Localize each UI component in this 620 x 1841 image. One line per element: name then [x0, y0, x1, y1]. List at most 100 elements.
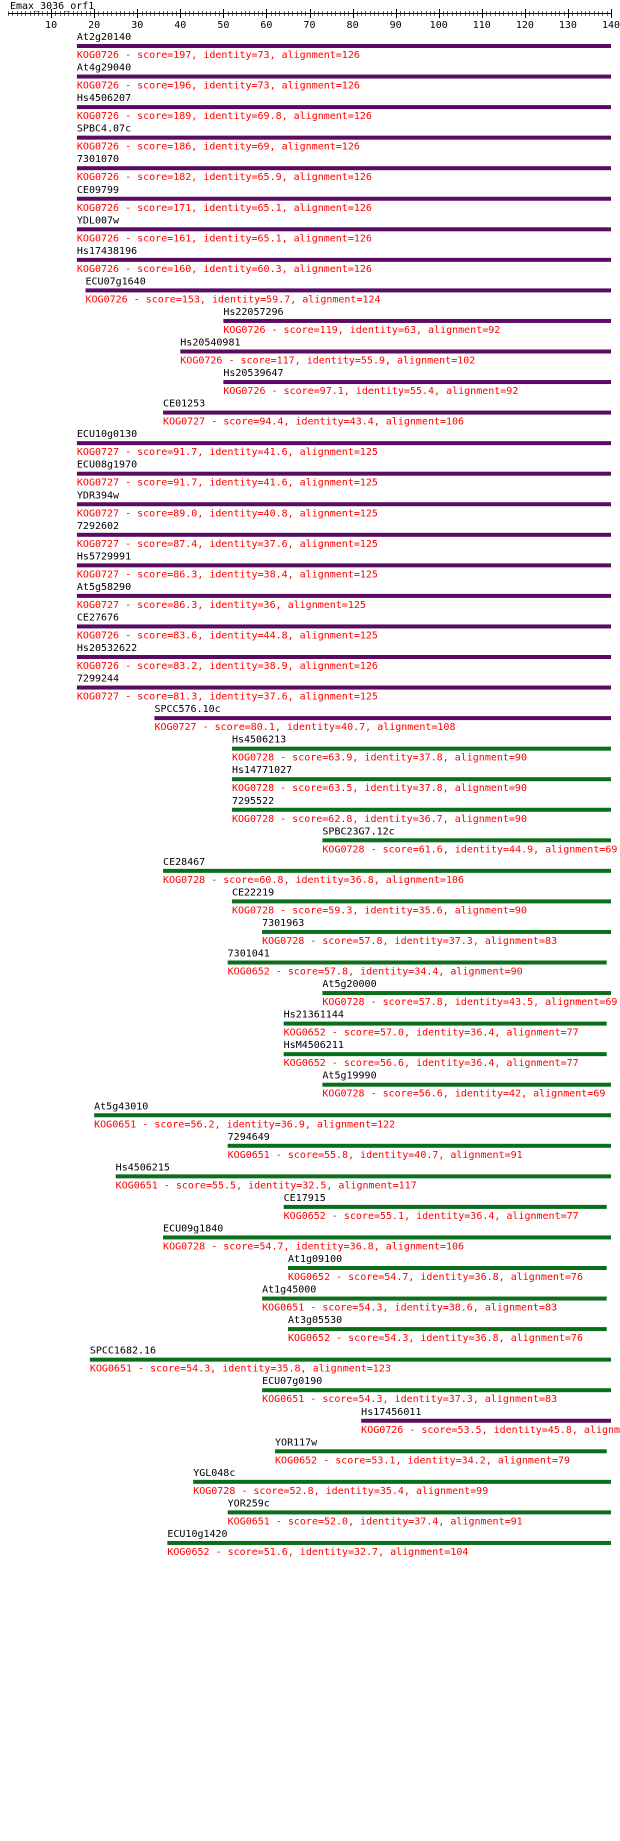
hit-alignment-bar	[76, 166, 611, 171]
hit-row: Hs4506207 KOG0726 - score=189, identity=6…	[76, 93, 611, 122]
hit-row: Hs17438196 KOG0726 - score=160, identity=…	[76, 246, 611, 275]
hit-name: 7294649	[228, 1132, 270, 1143]
hit-description: KOG0727 - score=80.1, identity=40.7, ali…	[154, 722, 455, 733]
hit-alignment-bar	[76, 655, 611, 659]
hit-alignment-bar	[76, 624, 611, 629]
hit-name: 7301041	[228, 949, 270, 960]
hit-row: CE17915 KOG0652 - score=55.1, identity=36…	[283, 1193, 607, 1222]
hit-row: SPCC576.10c KOG0727 - score=80.1, identit…	[154, 704, 611, 733]
hit-alignment-bar	[76, 135, 611, 140]
hit-row: 7295522 KOG0728 - score=62.8, identity=36…	[231, 796, 611, 825]
hit-name: YDL007w	[77, 215, 120, 226]
hit-name: CE27676	[77, 612, 119, 623]
hit-description: KOG0726 - score=196, identity=73, alignm…	[77, 81, 360, 92]
hit-description: KOG0726 - score=117, identity=55.9, alig…	[180, 356, 475, 367]
hit-alignment-bar	[85, 288, 612, 293]
hit-name: CE22219	[232, 887, 274, 898]
hit-alignment-bar	[76, 502, 611, 507]
hit-name: SPBC23G7.12c	[322, 826, 394, 837]
hit-description: KOG0652 - score=51.6, identity=32.7, ali…	[167, 1547, 468, 1558]
hit-alignment-bar	[76, 227, 611, 232]
hit-alignment-bar	[115, 1174, 611, 1179]
hit-description: KOG0651 - score=55.5, identity=32.5, ali…	[116, 1180, 417, 1191]
hit-description: KOG0728 - score=63.5, identity=37.8, ali…	[232, 783, 527, 794]
hit-description: KOG0728 - score=62.8, identity=36.7, ali…	[232, 814, 527, 825]
hit-row: Hs20539647 KOG0726 - score=97.1, identity…	[223, 368, 611, 397]
hit-name: SPCC1682.16	[90, 1346, 156, 1357]
hit-name: At5g19990	[322, 1071, 376, 1082]
hit-description: KOG0728 - score=57.8, identity=43.5, ali…	[322, 997, 617, 1008]
hit-name: At1g45000	[262, 1285, 316, 1296]
hit-name: ECU09g1840	[163, 1223, 223, 1234]
hit-row: CE27676 KOG0726 - score=83.6, identity=44…	[76, 612, 611, 641]
hit-row: 7301963 KOG0728 - score=57.8, identity=37…	[262, 918, 611, 947]
hit-description: KOG0726 - score=186, identity=69, alignm…	[77, 142, 360, 153]
hit-alignment-bar	[227, 960, 607, 965]
hit-description: KOG0726 - score=153, identity=59.7, alig…	[86, 294, 381, 305]
hit-row: 7301070 KOG0726 - score=182, identity=65.…	[76, 154, 611, 183]
hit-name: Hs17438196	[77, 246, 137, 257]
hit-name: Hs20539647	[223, 368, 283, 379]
hit-description: KOG0726 - score=161, identity=65.1, alig…	[77, 233, 372, 244]
hit-name: Hs4506207	[77, 93, 131, 104]
hit-row: SPBC23G7.12c KOG0728 - score=61.6, identi…	[322, 826, 617, 855]
hit-description: KOG0728 - score=56.6, identity=42, align…	[322, 1089, 605, 1100]
hit-name: Hs5729991	[77, 551, 131, 562]
hit-name: 7301963	[262, 918, 304, 929]
hit-alignment-bar	[154, 716, 611, 721]
hit-alignment-bar	[227, 1143, 611, 1148]
hit-row: CE09799 KOG0726 - score=171, identity=65.…	[76, 185, 611, 214]
hit-description: KOG0728 - score=59.3, identity=35.6, ali…	[232, 905, 527, 916]
hit-description: KOG0652 - score=54.3, identity=36.8, ali…	[288, 1333, 583, 1344]
hit-row: ECU10g1420 KOG0652 - score=51.6, identity…	[167, 1529, 611, 1558]
hit-alignment-bar	[193, 1479, 611, 1484]
hit-alignment-bar	[76, 44, 611, 48]
ruler-tick-label: 140	[602, 20, 620, 31]
hit-alignment-bar	[76, 532, 611, 537]
hit-alignment-bar	[180, 349, 612, 354]
ruler-tick-label: 90	[390, 20, 402, 31]
hit-alignment-bar	[322, 1082, 611, 1087]
hit-alignment-bar	[76, 441, 611, 446]
hit-name: 7295522	[232, 796, 274, 807]
hit-alignment-bar	[283, 1052, 607, 1057]
hit-alignment-bar	[283, 1204, 607, 1209]
hit-description: KOG0726 - score=53.5, identity=45.8, ali…	[361, 1425, 620, 1436]
hit-alignment-bar	[94, 1113, 611, 1118]
hit-row: ECU07g1640 KOG0726 - score=153, identity=…	[85, 276, 612, 305]
hit-alignment-bar	[361, 1418, 611, 1423]
hit-row: Hs5729991 KOG0727 - score=86.3, identity=…	[76, 551, 611, 580]
hit-alignment-bar	[227, 1510, 611, 1515]
hit-alignment-bar	[322, 838, 611, 843]
hit-description: KOG0726 - score=182, identity=65.9, alig…	[77, 172, 372, 183]
hit-name: 7292602	[77, 521, 119, 532]
hit-alignment-bar	[231, 746, 611, 751]
ruler-minor-ticks	[8, 11, 612, 16]
hit-description: KOG0651 - score=52.0, identity=37.4, ali…	[228, 1516, 523, 1527]
hit-name: CE09799	[77, 185, 119, 196]
hit-alignment-bar	[231, 807, 611, 812]
hit-name: At5g20000	[322, 979, 376, 990]
hit-row: SPCC1682.16 KOG0651 - score=54.3, identit…	[89, 1346, 612, 1375]
hit-row: At1g09100 KOG0652 - score=54.7, identity=…	[287, 1254, 607, 1283]
hit-row: ECU09g1840 KOG0728 - score=54.7, identity…	[163, 1223, 612, 1252]
ruler-tick-label: 70	[303, 20, 315, 31]
hit-row: At5g43010 KOG0651 - score=56.2, identity=…	[94, 1101, 611, 1130]
hit-row: YGL048c KOG0728 - score=52.8, identity=35…	[193, 1468, 611, 1497]
hit-description: KOG0651 - score=54.3, identity=37.3, ali…	[262, 1394, 557, 1405]
hit-row: YDR394w KOG0727 - score=89.0, identity=40…	[76, 490, 611, 519]
hit-alignment-bar	[322, 991, 611, 996]
hit-alignment-bar	[262, 1296, 607, 1301]
hit-description: KOG0728 - score=54.7, identity=36.8, ali…	[163, 1241, 464, 1252]
hit-row: ECU10g0130 KOG0727 - score=91.7, identity…	[76, 429, 611, 458]
hit-alignment-bar	[262, 929, 611, 934]
hit-alignment-bar	[76, 105, 611, 110]
hit-row: Hs20540981 KOG0726 - score=117, identity=…	[180, 338, 612, 367]
hit-row: At1g45000 KOG0651 - score=54.3, identity=…	[262, 1285, 607, 1314]
hit-name: SPBC4.07c	[77, 124, 131, 135]
hit-description: KOG0651 - score=54.3, identity=38.6, ali…	[262, 1303, 557, 1314]
hit-row: CE22219 KOG0728 - score=59.3, identity=35…	[231, 887, 611, 916]
hit-list: At2g20140 KOG0726 - score=197, identity=7…	[76, 32, 620, 1558]
hit-description: KOG0651 - score=55.8, identity=40.7, ali…	[228, 1150, 523, 1161]
hit-name: CE01253	[163, 399, 205, 410]
